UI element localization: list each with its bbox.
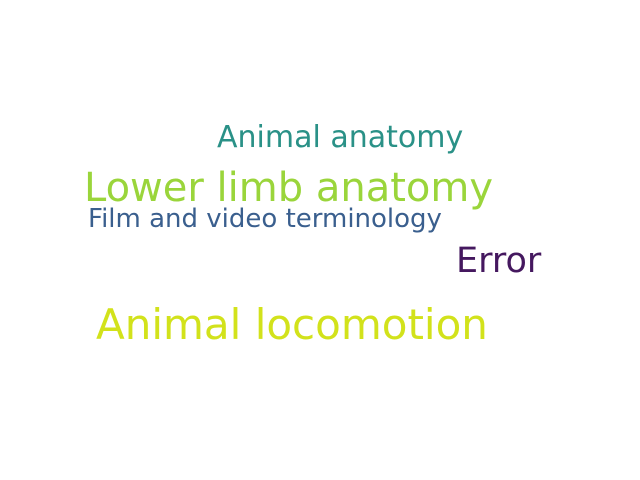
- word-animal-anatomy: Animal anatomy: [217, 120, 464, 155]
- word-film-and-video-terminology: Film and video terminology: [88, 204, 442, 234]
- word-lower-limb-anatomy: Lower limb anatomy: [84, 165, 494, 211]
- word-animal-locomotion: Animal locomotion: [96, 300, 488, 349]
- word-error: Error: [456, 241, 542, 281]
